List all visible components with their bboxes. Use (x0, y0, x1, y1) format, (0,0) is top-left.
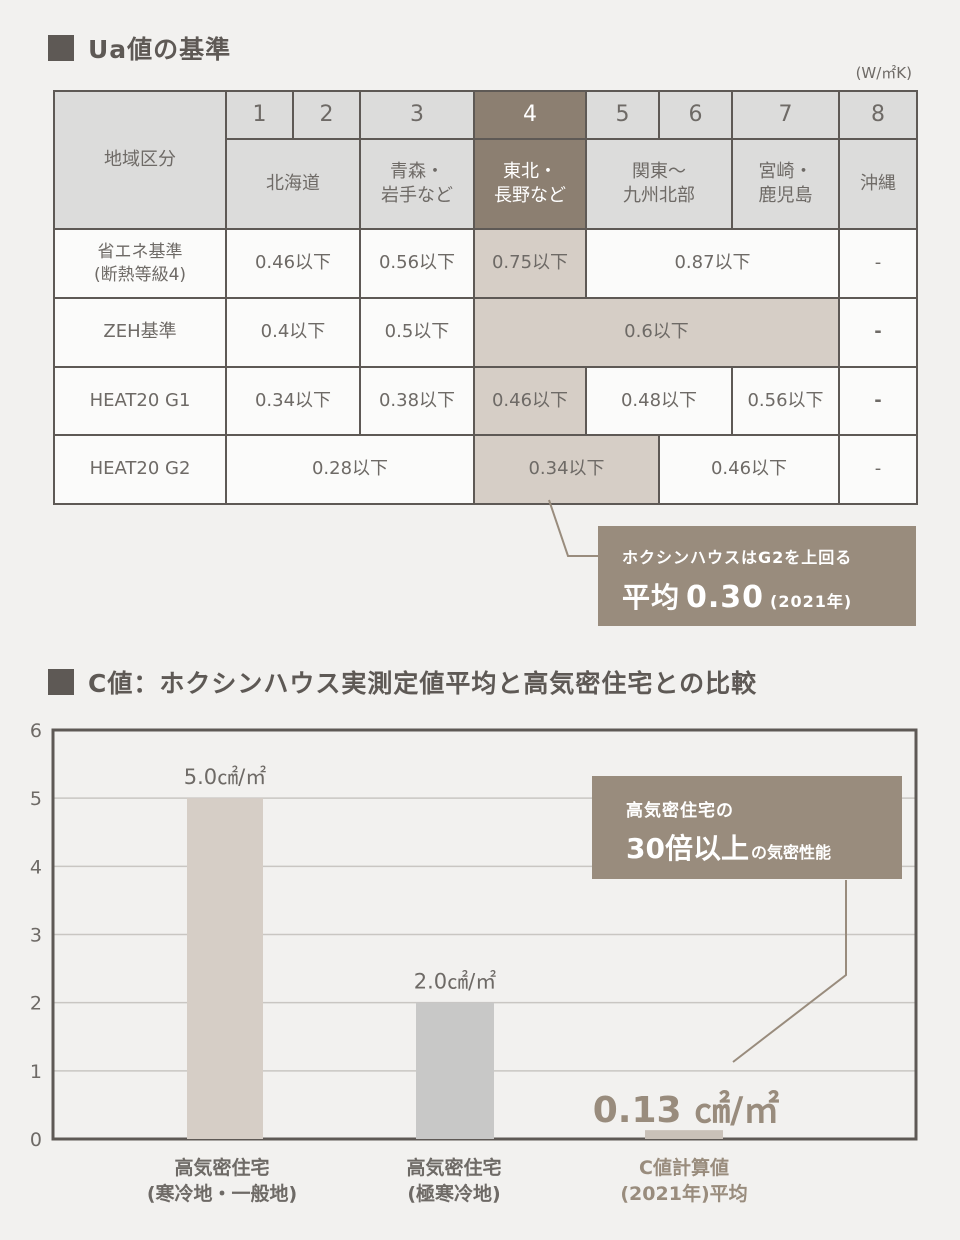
c-callout: 高気密住宅の 30倍以上 の気密性能 (592, 776, 902, 879)
y-tick-label: 6 (30, 720, 42, 742)
row-label-g1: HEAT20 G1 (53, 366, 227, 436)
g1-z3: 0.38以下 (359, 366, 475, 436)
energy-z3: 0.56以下 (359, 228, 475, 299)
energy-z8: - (838, 228, 918, 299)
c-leader-line (732, 880, 847, 1063)
g1-z7: 0.56以下 (731, 366, 840, 436)
g1-z12: 0.34以下 (225, 366, 361, 436)
square-icon (48, 35, 74, 61)
y-tick-label: 4 (30, 856, 42, 878)
bar (187, 798, 263, 1139)
region-kanto: 関東〜 九州北部 (585, 138, 733, 230)
g1-z56: 0.48以下 (585, 366, 733, 436)
energy-z567: 0.87以下 (585, 228, 840, 299)
g1-z8: - (838, 366, 918, 436)
ua-callout-line2: 平均 0.30 (2021年) (622, 580, 853, 615)
g2-z123: 0.28以下 (225, 434, 475, 505)
square-icon (48, 669, 74, 695)
row-label-zeh: ZEH基準 (53, 297, 227, 368)
ua-table: 地域区分 1 2 3 4 5 6 7 8 北海道 青森・ 岩手など 東北・ 長野など… (53, 90, 918, 505)
region-tohoku: 東北・ 長野など (473, 138, 587, 230)
g2-z8: - (838, 434, 918, 505)
row-label-g2: HEAT20 G2 (53, 434, 227, 505)
zone-8: 8 (838, 90, 918, 140)
ua-unit: (W/㎡K) (855, 64, 912, 82)
y-tick-label: 1 (30, 1061, 42, 1083)
zeh-z4567: 0.6以下 (473, 297, 840, 368)
energy-z4: 0.75以下 (473, 228, 587, 299)
zeh-z3: 0.5以下 (359, 297, 475, 368)
c-title: C値：ホクシンハウス実測定値平均と高気密住宅との比較 (88, 669, 758, 698)
ua-callout: ホクシンハウスはG2を上回る 平均 0.30 (2021年) (598, 526, 916, 626)
zeh-z12: 0.4以下 (225, 297, 361, 368)
c-section-title: C値：ホクシンハウス実測定値平均と高気密住宅との比較 (48, 664, 757, 700)
ua-section-title: Ua値の基準 (48, 30, 231, 66)
y-tick-label: 2 (30, 993, 42, 1015)
region-okinawa: 沖縄 (838, 138, 918, 230)
zone-7: 7 (731, 90, 840, 140)
c-callout-line1: 高気密住宅の (626, 801, 734, 821)
zone-3: 3 (359, 90, 475, 140)
data-label: 0.13 ㎠/㎡ (593, 1089, 780, 1131)
g2-z67: 0.46以下 (658, 434, 840, 505)
region-aomori: 青森・ 岩手など (359, 138, 475, 230)
zeh-z8: - (838, 297, 918, 368)
ua-leader-line (548, 499, 598, 557)
category-label-2: 高気密住宅 (極寒冷地) (406, 1157, 502, 1205)
zone-2: 2 (292, 90, 361, 140)
zone-4: 4 (473, 90, 587, 140)
g2-z45: 0.34以下 (473, 434, 660, 505)
category-label-1: 高気密住宅 (寒冷地・一般地) (146, 1157, 298, 1205)
row-label-energy: 省エネ基準 (断熱等級4) (53, 228, 227, 299)
bar (645, 1130, 723, 1139)
data-label: 5.0㎠/㎡ (184, 765, 266, 789)
region-miyazaki: 宮崎・ 鹿児島 (731, 138, 840, 230)
y-tick-label: 5 (30, 788, 42, 810)
c-callout-line2: 30倍以上 の気密性能 (626, 832, 831, 865)
ua-callout-line1: ホクシンハウスはG2を上回る (622, 548, 853, 567)
c-value-chart: 0 1 2 3 4 5 6 5.0㎠/㎡ 2.0㎠/㎡ 0.13 ㎠/㎡ (30, 720, 918, 1150)
region-header: 地域区分 (53, 90, 227, 230)
g1-z4: 0.46以下 (473, 366, 587, 436)
zone-6: 6 (658, 90, 733, 140)
bar (416, 1002, 494, 1139)
zone-1: 1 (225, 90, 294, 140)
zone-5: 5 (585, 90, 660, 140)
y-tick-label: 3 (30, 925, 42, 947)
ua-title: Ua値の基準 (88, 35, 232, 64)
region-hokkaido: 北海道 (225, 138, 361, 230)
y-tick-label: 0 (30, 1129, 42, 1150)
data-label: 2.0㎠/㎡ (414, 970, 496, 994)
energy-z12: 0.46以下 (225, 228, 361, 299)
callout-leader-lines (548, 499, 598, 557)
category-label-3: C値計算値 (2021年)平均 (620, 1157, 748, 1205)
